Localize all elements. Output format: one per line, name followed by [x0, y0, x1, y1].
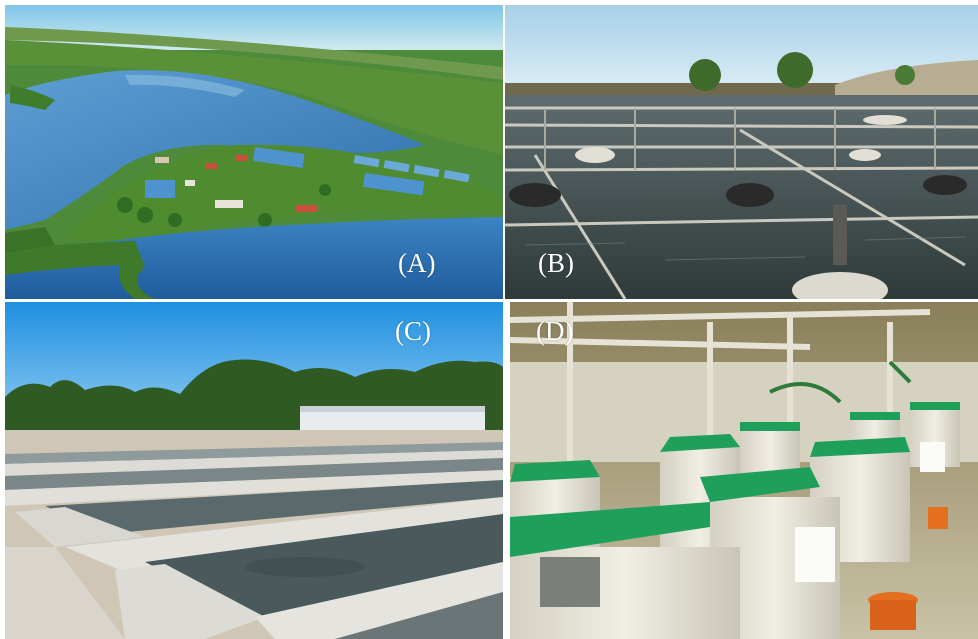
aerial-farm-illustration	[5, 5, 503, 299]
panel-a-aerial-fish-farm: (A)	[5, 5, 503, 299]
panel-label-b: (B)	[538, 248, 574, 278]
panel-label-d: (D)	[536, 316, 574, 346]
indoor-tanks-illustration	[510, 302, 978, 639]
panel-c-raceways: (C)	[5, 302, 503, 639]
raceways-illustration	[5, 302, 503, 639]
panel-label-c: (C)	[395, 316, 431, 346]
panel-d-indoor-tanks: (D)	[510, 302, 978, 639]
net-cages-illustration	[505, 5, 978, 299]
panel-label-a: (A)	[398, 248, 436, 278]
panel-b-net-cages: (B)	[505, 5, 978, 299]
